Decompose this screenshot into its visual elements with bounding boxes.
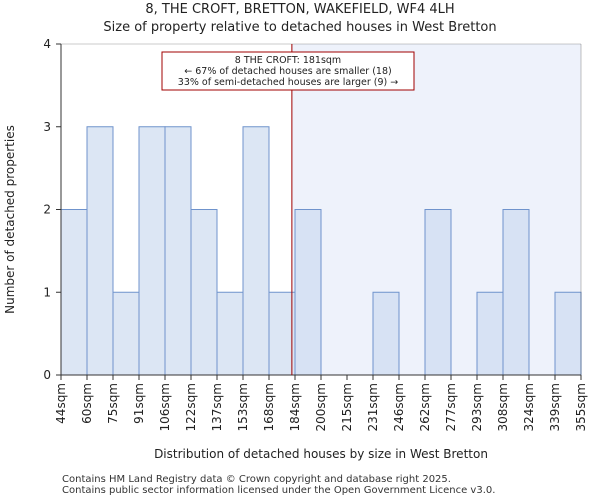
bar-5 bbox=[190, 209, 218, 376]
bar-2 bbox=[112, 291, 140, 376]
x-tick-label-4: 106sqm bbox=[158, 383, 172, 431]
x-tick-label-7: 153sqm bbox=[236, 383, 250, 431]
x-tick-label-10: 200sqm bbox=[314, 383, 328, 431]
bar-8 bbox=[268, 291, 296, 376]
annotation-box bbox=[161, 51, 415, 91]
y-tick-label-1: 1 bbox=[43, 285, 51, 299]
x-tick-label-0: 44sqm bbox=[54, 383, 68, 424]
histogram-chart: 0 1 2 3 4 44sqm 60sqm 75sqm 91sqm 106sqm 122sqm 137… bbox=[3, 37, 588, 461]
y-tick-label-0: 0 bbox=[43, 368, 51, 382]
bar-19 bbox=[554, 291, 582, 376]
annotation-line-2: ← 67% of detached houses are smaller (18… bbox=[184, 66, 391, 77]
x-tick-label-2: 75sqm bbox=[106, 383, 120, 424]
x-tick-label-16: 293sqm bbox=[470, 383, 484, 431]
x-tick-label-12: 231sqm bbox=[366, 383, 380, 431]
bar-7 bbox=[242, 126, 270, 376]
x-tick-label-9: 184sqm bbox=[288, 383, 302, 431]
chart-title: 8, THE CROFT, BRETTON, WAKEFIELD, WF4 4L… bbox=[145, 2, 455, 17]
y-tick-label-4: 4 bbox=[43, 37, 51, 51]
x-tick-label-17: 308sqm bbox=[496, 383, 510, 431]
x-tick-label-18: 324sqm bbox=[522, 383, 536, 431]
x-tick-label-1: 60sqm bbox=[80, 383, 94, 424]
x-tick-label-8: 168sqm bbox=[262, 383, 276, 431]
credits: Contains HM Land Registry data © Crown c… bbox=[62, 474, 495, 496]
chart-subtitle: Size of property relative to detached ho… bbox=[103, 20, 497, 35]
bar-12 bbox=[372, 291, 400, 376]
y-axis-label: Number of detached properties bbox=[3, 125, 17, 314]
credits-line-2: Contains public sector information licen… bbox=[62, 485, 496, 496]
bar-14 bbox=[424, 209, 452, 376]
x-axis-label: Distribution of detached houses by size … bbox=[154, 447, 488, 461]
x-tick-label-19: 339sqm bbox=[548, 383, 562, 431]
bar-9 bbox=[294, 209, 322, 376]
x-tick-label-13: 246sqm bbox=[392, 383, 406, 431]
annotation-line-1: 8 THE CROFT: 181sqm bbox=[235, 55, 341, 66]
annotation-line-3: 33% of semi-detached houses are larger (… bbox=[178, 77, 398, 88]
bar-16 bbox=[476, 291, 504, 376]
x-tick-label-15: 277sqm bbox=[444, 383, 458, 431]
bar-1 bbox=[86, 126, 114, 376]
bar-17 bbox=[502, 209, 530, 376]
credits-line-1: Contains HM Land Registry data © Crown c… bbox=[62, 474, 451, 485]
x-tick-label-3: 91sqm bbox=[132, 383, 146, 424]
bar-3 bbox=[138, 126, 166, 376]
x-tick-label-6: 137sqm bbox=[210, 383, 224, 431]
x-tick-label-11: 215sqm bbox=[340, 383, 354, 431]
bar-0 bbox=[60, 209, 88, 376]
x-tick-label-14: 262sqm bbox=[418, 383, 432, 431]
bar-4 bbox=[164, 126, 192, 376]
x-tick-label-5: 122sqm bbox=[184, 383, 198, 431]
y-tick-label-2: 2 bbox=[43, 203, 51, 217]
y-tick-label-3: 3 bbox=[43, 120, 51, 134]
bar-6 bbox=[216, 291, 244, 376]
x-tick-label-20: 355sqm bbox=[574, 383, 588, 431]
